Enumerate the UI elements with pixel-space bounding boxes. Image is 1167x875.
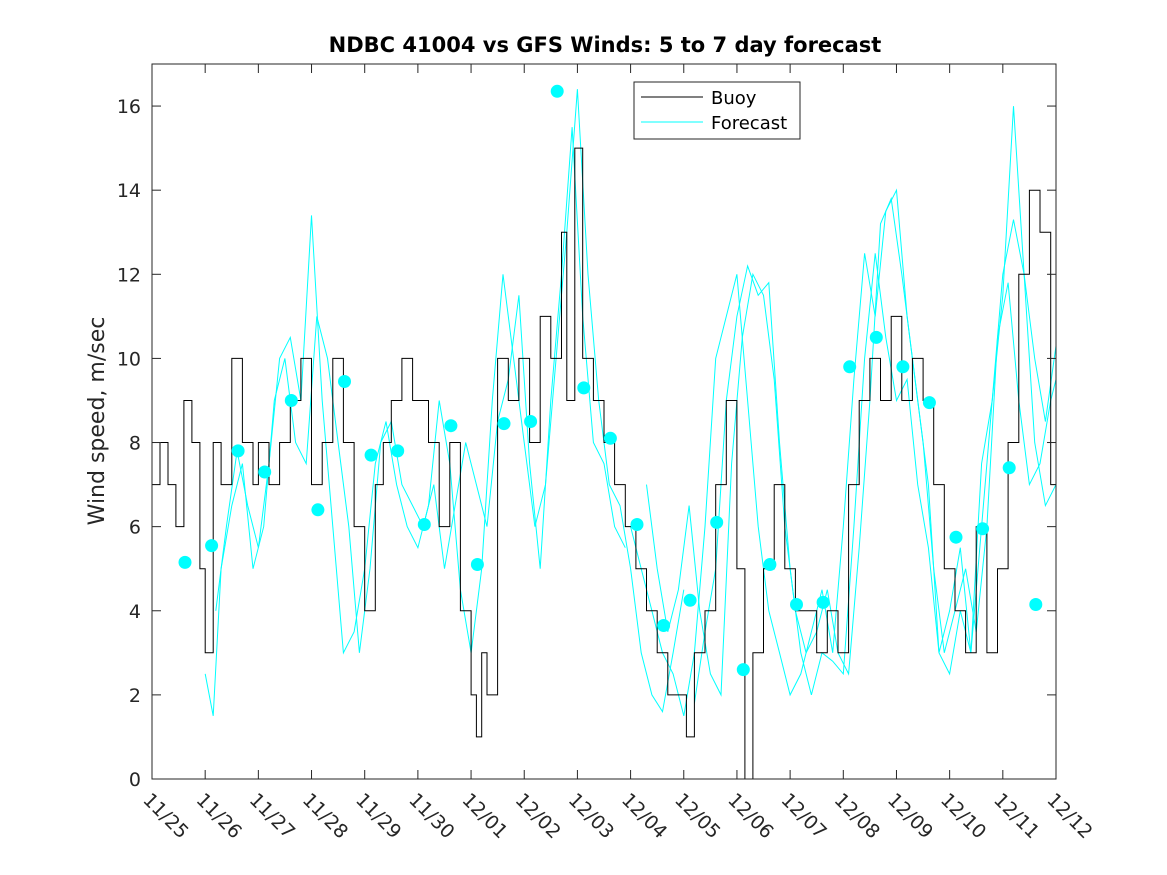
forecast-marker [763,558,777,571]
forecast-marker [231,444,245,458]
forecast-line-run-3 [630,188,1056,717]
forecast-marker [949,530,963,544]
forecast-marker [311,503,325,517]
forecast-marker [657,619,671,632]
forecast-marker [258,465,272,479]
forecast-marker [736,663,750,677]
forecast-line-run-5 [693,106,1056,704]
y-tick-label: 6 [129,517,141,539]
y-tick-label: 12 [117,264,141,286]
forecast-marker [364,448,378,462]
forecast-marker [603,431,617,445]
forecast-marker [922,396,936,410]
forecast-marker [843,360,857,374]
forecast-marker [391,444,405,458]
series-layer [152,84,1056,779]
y-tick-label: 16 [117,96,141,118]
forecast-marker [577,381,591,395]
y-tick-label: 8 [129,433,141,455]
legend-box [633,81,801,140]
axes-box [151,63,1057,780]
axes-layer [151,63,1057,780]
legend: Buoy Forecast [633,81,801,140]
forecast-marker [710,515,724,529]
forecast-marker [683,593,697,607]
forecast-marker [1002,461,1016,475]
plot-clip-group [152,89,1056,779]
y-tick-label: 14 [117,180,141,202]
y-tick-labels: 0 2 4 6 8 10 12 14 16 [117,96,141,791]
forecast-marker [338,375,351,388]
forecast-marker [630,518,644,531]
forecast-marker [497,417,511,431]
legend-buoy-label: Buoy [711,88,757,109]
forecast-marker [869,330,883,344]
legend-forecast-label: Forecast [711,113,787,134]
forecast-marker [524,415,538,428]
forecast-marker [816,595,830,609]
y-axis-label: Wind speed, m/sec [85,317,110,526]
y-tick-label: 2 [129,685,141,707]
forecast-marker [790,598,803,611]
chart-title: NDBC 41004 vs GFS Winds: 5 to 7 day fore… [329,33,882,57]
forecast-marker [550,84,564,98]
y-tick-label: 10 [117,348,141,370]
forecast-marker [417,518,431,531]
forecast-marker [976,522,990,536]
forecast-marker [896,360,910,374]
forecast-marker [444,419,458,433]
y-tick-label: 4 [129,601,141,623]
forecast-marker [1029,598,1043,611]
y-tick-label: 0 [129,769,141,791]
buoy-line [152,147,1056,779]
forecast-marker [205,539,219,553]
forecast-marker [470,558,484,571]
forecast-marker [284,394,298,407]
forecast-marker [178,555,192,569]
forecast-line-run-4 [646,196,1056,697]
